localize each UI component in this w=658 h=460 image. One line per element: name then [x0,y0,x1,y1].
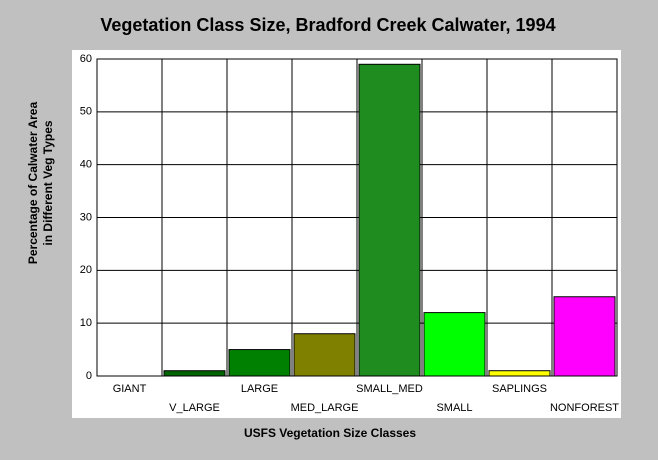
bar [423,312,486,377]
x-tick-label: V_LARGE [169,402,220,414]
x-tick-label: NONFOREST [550,402,619,414]
x-tick-label: SAPLINGS [492,383,547,395]
x-axis-title: USFS Vegetation Size Classes [244,426,416,440]
y-axis-title-line: in Different Veg Types [41,120,55,245]
x-tick-label: LARGE [241,383,278,395]
x-tick-label: MED_LARGE [291,402,359,414]
plot-frame [96,58,618,377]
x-tick-label: GIANT [113,383,147,395]
y-axis-title: Percentage of Calwater Area in Different… [26,102,55,265]
y-tick-label: 30 [80,211,92,223]
y-tick-label: 60 [80,53,92,65]
y-tick-label: 40 [80,159,92,171]
x-tick-label: SMALL [436,402,472,414]
bar [488,370,551,377]
bar [553,296,616,377]
chart-title: Vegetation Class Size, Bradford Creek Ca… [100,15,555,35]
y-tick-label: 50 [80,106,92,118]
bar [358,63,421,377]
y-tick-label: 20 [80,264,92,276]
bar [163,370,226,377]
bar [228,349,291,377]
bar [293,333,356,377]
x-tick-label: SMALL_MED [356,383,423,395]
y-tick-label: 10 [80,317,92,329]
y-axis-title-line: Percentage of Calwater Area [26,102,40,265]
y-tick-label: 0 [86,370,92,382]
